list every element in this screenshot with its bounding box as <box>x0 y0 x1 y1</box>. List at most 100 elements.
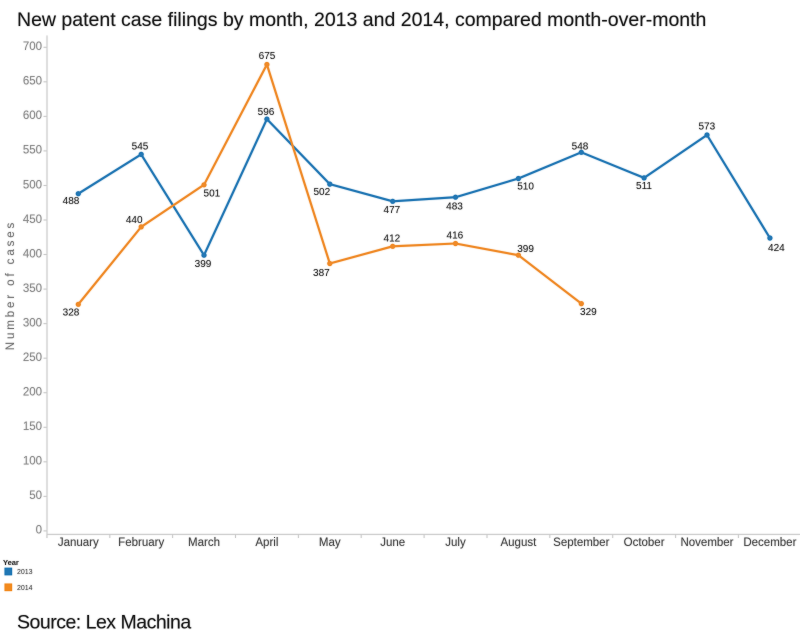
svg-text:440: 440 <box>126 215 143 226</box>
svg-text:350: 350 <box>23 283 42 295</box>
svg-text:548: 548 <box>572 141 589 152</box>
svg-text:511: 511 <box>636 181 652 192</box>
svg-text:Source: Lex Machina: Source: Lex Machina <box>17 612 191 634</box>
svg-text:650: 650 <box>23 76 42 88</box>
svg-text:548: 548 <box>572 141 589 152</box>
svg-text:November: November <box>680 537 733 549</box>
svg-text:150: 150 <box>23 421 42 433</box>
svg-text:2013: 2013 <box>17 569 33 576</box>
svg-text:February: February <box>118 537 164 549</box>
svg-text:387: 387 <box>313 268 330 279</box>
svg-text:50: 50 <box>29 490 42 502</box>
svg-text:328: 328 <box>63 307 80 318</box>
svg-text:399: 399 <box>195 259 212 270</box>
svg-text:August: August <box>500 537 537 549</box>
svg-text:November: November <box>680 537 733 549</box>
svg-text:399: 399 <box>195 259 212 270</box>
svg-text:510: 510 <box>517 182 534 193</box>
svg-text:329: 329 <box>580 307 597 318</box>
svg-text:545: 545 <box>132 142 149 153</box>
svg-text:502: 502 <box>313 187 330 198</box>
svg-text:596: 596 <box>258 107 275 118</box>
svg-text:399: 399 <box>517 244 534 255</box>
svg-text:Year: Year <box>3 558 19 567</box>
svg-text:483: 483 <box>446 202 463 213</box>
svg-text:July: July <box>445 537 466 549</box>
svg-text:510: 510 <box>517 182 534 193</box>
svg-text:573: 573 <box>698 122 715 133</box>
svg-text:New patent case filings by mon: New patent case filings by month, 2013 a… <box>17 9 706 31</box>
svg-text:0: 0 <box>36 525 42 537</box>
svg-text:412: 412 <box>384 234 401 245</box>
svg-text:477: 477 <box>384 205 401 216</box>
svg-text:100: 100 <box>23 456 42 468</box>
svg-text:600: 600 <box>23 110 42 122</box>
svg-text:0: 0 <box>36 525 42 537</box>
svg-text:488: 488 <box>63 196 80 207</box>
svg-text:675: 675 <box>259 51 276 62</box>
svg-text:650: 650 <box>23 76 42 88</box>
svg-text:100: 100 <box>23 456 42 468</box>
svg-text:May: May <box>319 537 341 549</box>
svg-text:387: 387 <box>313 268 330 279</box>
svg-text:2014: 2014 <box>17 585 33 592</box>
svg-text:477: 477 <box>384 205 401 216</box>
svg-text:September: September <box>553 537 609 549</box>
svg-text:April: April <box>255 537 278 549</box>
svg-text:50: 50 <box>29 490 42 502</box>
svg-text:September: September <box>553 537 609 549</box>
svg-text:550: 550 <box>23 145 42 157</box>
svg-text:October: October <box>624 537 665 549</box>
svg-text:150: 150 <box>23 421 42 433</box>
svg-text:Number of cases: Number of cases <box>5 220 17 350</box>
svg-text:483: 483 <box>446 202 463 213</box>
svg-text:January: January <box>58 537 99 549</box>
svg-text:500: 500 <box>23 179 42 191</box>
svg-text:450: 450 <box>23 214 42 226</box>
svg-text:424: 424 <box>768 243 785 254</box>
svg-text:October: October <box>624 537 665 549</box>
svg-text:April: April <box>255 537 278 549</box>
svg-text:329: 329 <box>580 307 597 318</box>
svg-text:New patent case filings by mon: New patent case filings by month, 2013 a… <box>17 9 706 31</box>
svg-text:300: 300 <box>23 317 42 329</box>
svg-text:350: 350 <box>23 283 42 295</box>
svg-text:200: 200 <box>23 387 42 399</box>
svg-text:596: 596 <box>258 107 275 118</box>
svg-text:488: 488 <box>63 196 80 207</box>
svg-text:December: December <box>743 537 796 549</box>
svg-text:501: 501 <box>204 188 221 199</box>
svg-text:328: 328 <box>63 307 80 318</box>
svg-text:400: 400 <box>23 248 42 260</box>
svg-text:June: June <box>380 537 405 549</box>
svg-text:300: 300 <box>23 317 42 329</box>
svg-text:March: March <box>188 537 220 549</box>
svg-text:December: December <box>743 537 796 549</box>
svg-text:250: 250 <box>23 352 42 364</box>
svg-text:Year: Year <box>3 558 19 567</box>
svg-text:450: 450 <box>23 214 42 226</box>
svg-text:250: 250 <box>23 352 42 364</box>
svg-text:February: February <box>118 537 164 549</box>
svg-text:511: 511 <box>636 181 652 192</box>
svg-text:June: June <box>380 537 405 549</box>
svg-text:501: 501 <box>204 188 221 199</box>
svg-text:412: 412 <box>384 234 401 245</box>
svg-text:March: March <box>188 537 220 549</box>
svg-text:Source: Lex Machina: Source: Lex Machina <box>17 612 191 634</box>
svg-text:200: 200 <box>23 387 42 399</box>
svg-text:2014: 2014 <box>17 585 33 592</box>
svg-text:502: 502 <box>313 187 330 198</box>
svg-text:416: 416 <box>447 231 464 242</box>
svg-text:440: 440 <box>126 215 143 226</box>
svg-text:675: 675 <box>259 51 276 62</box>
svg-text:400: 400 <box>23 248 42 260</box>
svg-text:600: 600 <box>23 110 42 122</box>
svg-text:August: August <box>500 537 537 549</box>
svg-text:500: 500 <box>23 179 42 191</box>
svg-text:700: 700 <box>23 41 42 53</box>
svg-text:July: July <box>445 537 466 549</box>
svg-text:573: 573 <box>698 122 715 133</box>
svg-text:416: 416 <box>447 231 464 242</box>
svg-text:550: 550 <box>23 145 42 157</box>
